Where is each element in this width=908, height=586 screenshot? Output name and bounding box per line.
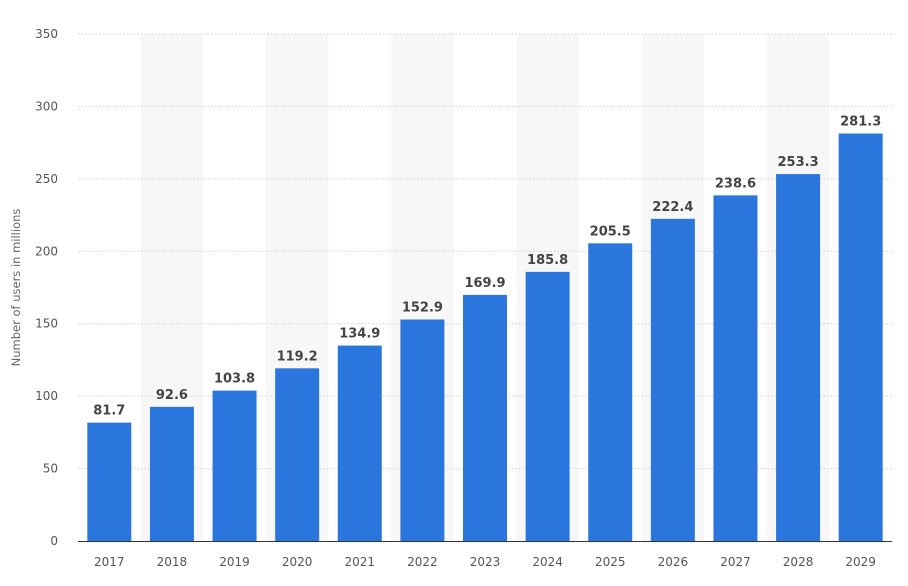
value-label-2022: 152.9	[402, 301, 443, 316]
value-label-2025: 205.5	[590, 224, 631, 239]
x-tick-2028: 2028	[783, 555, 814, 569]
x-tick-2018: 2018	[157, 555, 188, 569]
y-tick-350: 350	[35, 27, 58, 41]
bar-2028	[776, 174, 821, 542]
value-label-2021: 134.9	[339, 327, 380, 342]
bar-2019	[212, 390, 257, 541]
x-tick-2024: 2024	[532, 555, 563, 569]
y-tick-50: 50	[43, 462, 58, 476]
value-label-2019: 103.8	[214, 372, 255, 387]
value-label-2028: 253.3	[778, 155, 819, 170]
x-axis-tick-labels: 2017 2018 2019 2020 2021 2022 2023 2024 2025 2026…	[94, 555, 876, 569]
y-tick-100: 100	[35, 389, 58, 403]
bar-2026	[650, 218, 695, 541]
bar-2023	[463, 294, 507, 541]
y-tick-0: 0	[50, 534, 58, 548]
bar-2018	[149, 406, 194, 541]
bar-2020	[275, 368, 320, 541]
value-label-2020: 119.2	[277, 349, 318, 364]
y-tick-250: 250	[35, 172, 58, 186]
bar-2017	[87, 422, 132, 541]
bar-2027	[713, 195, 758, 541]
bar-2025	[588, 243, 633, 541]
x-tick-2025: 2025	[595, 555, 626, 569]
x-tick-2019: 2019	[219, 555, 250, 569]
y-tick-150: 150	[35, 317, 58, 331]
x-tick-2029: 2029	[845, 555, 876, 569]
value-label-2024: 185.8	[527, 253, 568, 268]
bar-2029	[838, 133, 883, 542]
bar-2024	[525, 271, 570, 541]
bar-value-labels: 81.7 92.6 103.8 119.2 134.9 152.9 169.9 185.8 20…	[93, 115, 881, 419]
x-tick-2020: 2020	[282, 555, 313, 569]
y-axis-tick-labels: 0 50 100 150 200 250 300 350	[35, 27, 58, 548]
x-tick-2021: 2021	[344, 555, 375, 569]
x-tick-2022: 2022	[407, 555, 438, 569]
value-label-2029: 281.3	[840, 115, 881, 130]
value-label-2023: 169.9	[464, 276, 505, 291]
x-tick-2017: 2017	[94, 555, 125, 569]
value-label-2026: 222.4	[652, 200, 693, 215]
bars	[87, 133, 883, 542]
bar-2022	[400, 319, 445, 541]
x-tick-2027: 2027	[720, 555, 751, 569]
bar-2021	[337, 345, 382, 541]
x-tick-2026: 2026	[658, 555, 689, 569]
y-axis-title: Number of users in millions	[9, 209, 23, 367]
y-tick-200: 200	[35, 244, 58, 258]
value-label-2017: 81.7	[93, 404, 125, 419]
y-tick-300: 300	[35, 99, 58, 113]
value-label-2027: 238.6	[715, 176, 756, 191]
x-tick-2023: 2023	[470, 555, 501, 569]
value-label-2018: 92.6	[156, 388, 188, 403]
